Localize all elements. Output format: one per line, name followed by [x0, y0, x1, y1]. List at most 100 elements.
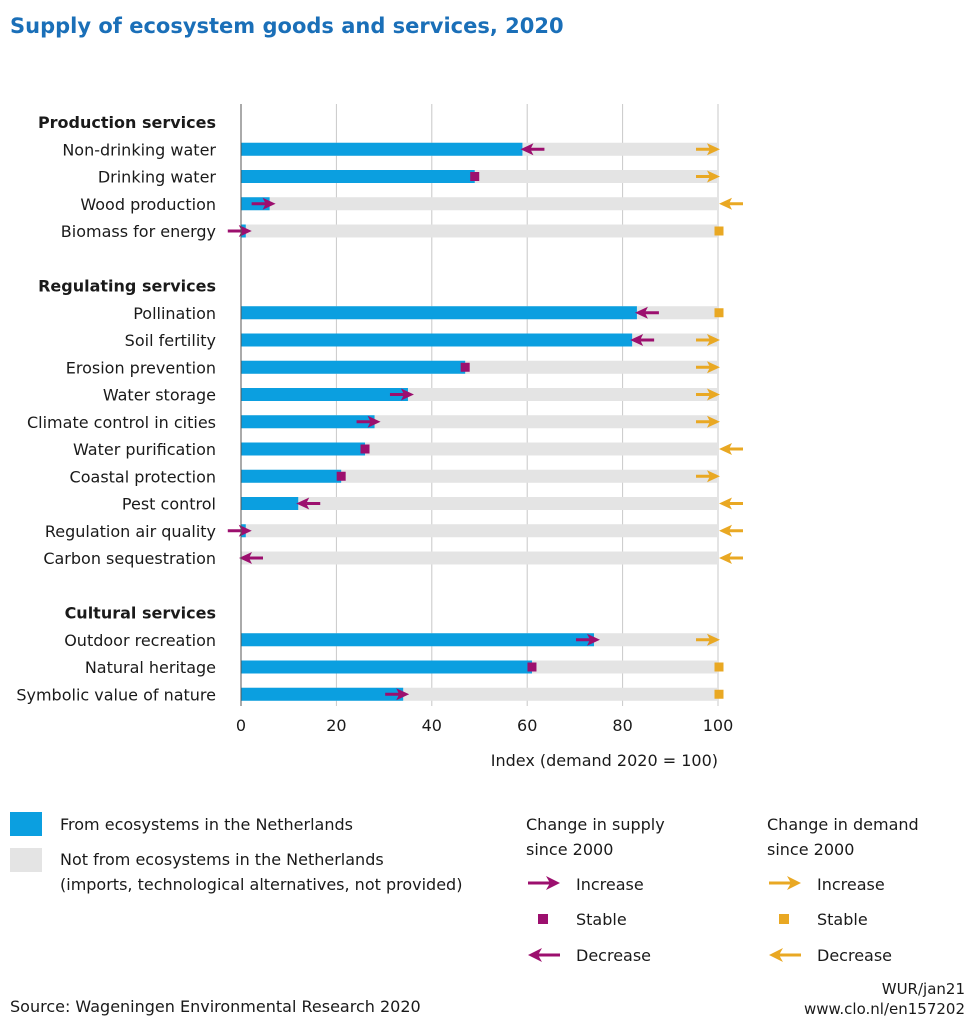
- x-tick-label-0: 0: [236, 716, 246, 735]
- legend-label-gap: Not from ecosystems in the Netherlands: [60, 850, 384, 869]
- demand-decrease-icon-carbon-sequestration: [719, 552, 743, 564]
- supply-decrease-icon-pest-control: [296, 497, 321, 510]
- demand-decrease-icon-wood-production: [719, 197, 743, 210]
- supply-increase-icon-symbolic-value-of-nature-head: [396, 688, 410, 701]
- category-label-regulation-air-quality: Regulation air quality: [45, 522, 216, 541]
- gap-bar-coastal-protection: [241, 469, 718, 483]
- legend-demand-increase-label: Increase: [817, 875, 885, 894]
- demand-decrease-icon-water-purification: [719, 443, 743, 455]
- x-tick-label-60: 60: [517, 716, 537, 735]
- legend-label-supply: From ecosystems in the Netherlands: [60, 815, 353, 834]
- credit-note: WUR/jan21: [881, 980, 965, 998]
- gap-bar-regulation-air-quality: [241, 524, 718, 538]
- demand-increase-icon-non-drinking-water-head: [707, 143, 720, 156]
- demand-increase-icon-soil-fertility-head: [707, 334, 720, 346]
- demand-increase-icon-outdoor-recreation-head: [707, 633, 720, 646]
- category-label-water-purification: Water purification: [73, 440, 216, 459]
- demand-stable-icon-natural-heritage: [714, 662, 724, 672]
- demand-increase-icon-erosion-prevention: [696, 361, 720, 374]
- category-label-biomass-for-energy: Biomass for energy: [61, 222, 216, 241]
- category-label-non-drinking-water: Non-drinking water: [62, 140, 216, 159]
- supply-decrease-icon-soil-fertility-head: [630, 334, 644, 346]
- supply-stable-icon-water-purification: [360, 444, 370, 454]
- supply-bar-natural-heritage: [241, 660, 532, 674]
- category-label-soil-fertility: Soil fertility: [125, 331, 216, 350]
- supply-increase-icon-water-storage: [389, 388, 414, 401]
- supply-decrease-icon-non-drinking-water: [520, 143, 545, 156]
- supply-increase-icon-water-storage-head: [400, 388, 414, 401]
- supply-decrease-icon-carbon-sequestration: [239, 552, 263, 564]
- demand-stable-icon-symbolic-value-of-nature: [714, 689, 724, 699]
- category-label-symbolic-value-of-nature: Symbolic value of nature: [16, 685, 216, 704]
- demand-increase-icon-climate-control-in-cities-head: [707, 415, 720, 428]
- supply-bar-soil-fertility: [241, 333, 633, 347]
- demand-increase-icon-outdoor-recreation: [696, 633, 720, 646]
- legend-demand-change-title: Change in demand: [767, 815, 919, 834]
- supply-stable-icon-natural-heritage: [527, 662, 537, 672]
- category-label-water-storage: Water storage: [103, 386, 216, 405]
- demand-increase-icon-erosion-prevention-head: [707, 361, 720, 374]
- category-label-pollination: Pollination: [133, 304, 216, 323]
- category-label-wood-production: Wood production: [80, 195, 216, 214]
- category-label-coastal-protection: Coastal protection: [70, 467, 216, 486]
- legend-supply-increase-label: Increase: [576, 875, 644, 894]
- legend-supply-increase-icon: [528, 876, 560, 890]
- supply-bar-water-storage: [241, 388, 408, 401]
- x-tick-label-80: 80: [612, 716, 632, 735]
- supply-decrease-icon-non-drinking-water-head: [520, 143, 534, 156]
- supply-bar-drinking-water: [241, 170, 475, 183]
- group-heading-regulating-services: Regulating services: [38, 277, 216, 296]
- category-label-carbon-sequestration: Carbon sequestration: [43, 549, 216, 568]
- demand-increase-icon-drinking-water-head: [707, 170, 720, 183]
- supply-bar-water-purification: [241, 442, 366, 456]
- legend-supply-stable-icon: [538, 914, 548, 924]
- chart-title: Supply of ecosystem goods and services, …: [10, 14, 564, 38]
- demand-stable-icon-pollination: [714, 308, 724, 318]
- supply-increase-icon-biomass-for-energy-head: [238, 225, 252, 237]
- x-tick-label-40: 40: [422, 716, 442, 735]
- legend-demand-increase-icon: [769, 876, 801, 890]
- source-url: www.clo.nl/en157202: [803, 1000, 965, 1018]
- demand-decrease-icon-water-purification-head: [719, 443, 732, 455]
- legend-supply-stable-label: Stable: [576, 910, 627, 929]
- legend-supply-change-subtitle: since 2000: [526, 840, 614, 859]
- legend-swatch-gap: [10, 848, 42, 872]
- legend-demand-decrease-icon: [769, 948, 801, 962]
- supply-increase-icon-outdoor-recreation-head: [586, 633, 600, 646]
- demand-increase-icon-drinking-water: [696, 170, 720, 183]
- legend-supply-decrease-icon: [528, 948, 560, 962]
- supply-increase-icon-outdoor-recreation: [575, 633, 600, 646]
- supply-increase-icon-regulation-air-quality-head: [238, 524, 252, 537]
- supply-bar-climate-control-in-cities: [241, 415, 375, 429]
- supply-increase-icon-wood-production: [251, 197, 276, 210]
- legend-supply-change-title: Change in supply: [526, 815, 665, 834]
- supply-stable-icon-coastal-protection: [336, 471, 346, 481]
- x-tick-label-100: 100: [703, 716, 734, 735]
- legend-demand-stable-icon: [779, 914, 789, 924]
- supply-bar-pollination: [241, 306, 637, 320]
- category-label-natural-heritage: Natural heritage: [85, 658, 216, 677]
- bar-chart: Production services Non-drinking water Dri…: [16, 104, 743, 770]
- legend-demand-stable-label: Stable: [817, 910, 868, 929]
- supply-bar-pest-control: [241, 497, 299, 510]
- legend-demand-change-subtitle: since 2000: [767, 840, 855, 859]
- demand-decrease-icon-carbon-sequestration-head: [719, 552, 732, 564]
- supply-increase-icon-wood-production-head: [262, 197, 276, 210]
- supply-bar-outdoor-recreation: [241, 633, 594, 647]
- supply-decrease-icon-carbon-sequestration-head: [239, 552, 252, 564]
- gap-bar-pest-control: [241, 497, 718, 510]
- demand-decrease-icon-pest-control-head: [719, 497, 732, 510]
- supply-stable-icon-drinking-water: [470, 172, 480, 181]
- demand-increase-icon-soil-fertility: [696, 334, 720, 346]
- demand-decrease-icon-pest-control: [719, 497, 743, 510]
- supply-increase-icon-biomass-for-energy: [227, 225, 252, 237]
- x-axis-label: Index (demand 2020 = 100): [491, 751, 718, 770]
- supply-stable-icon-erosion-prevention: [460, 362, 470, 372]
- gap-bar-wood-production: [241, 197, 718, 211]
- supply-bar-coastal-protection: [241, 469, 342, 483]
- x-tick-label-20: 20: [326, 716, 346, 735]
- supply-decrease-icon-pollination-head: [634, 306, 648, 319]
- category-label-drinking-water: Drinking water: [98, 168, 217, 187]
- source-note: Source: Wageningen Environmental Researc…: [10, 997, 421, 1016]
- supply-bar-symbolic-value-of-nature: [241, 687, 404, 701]
